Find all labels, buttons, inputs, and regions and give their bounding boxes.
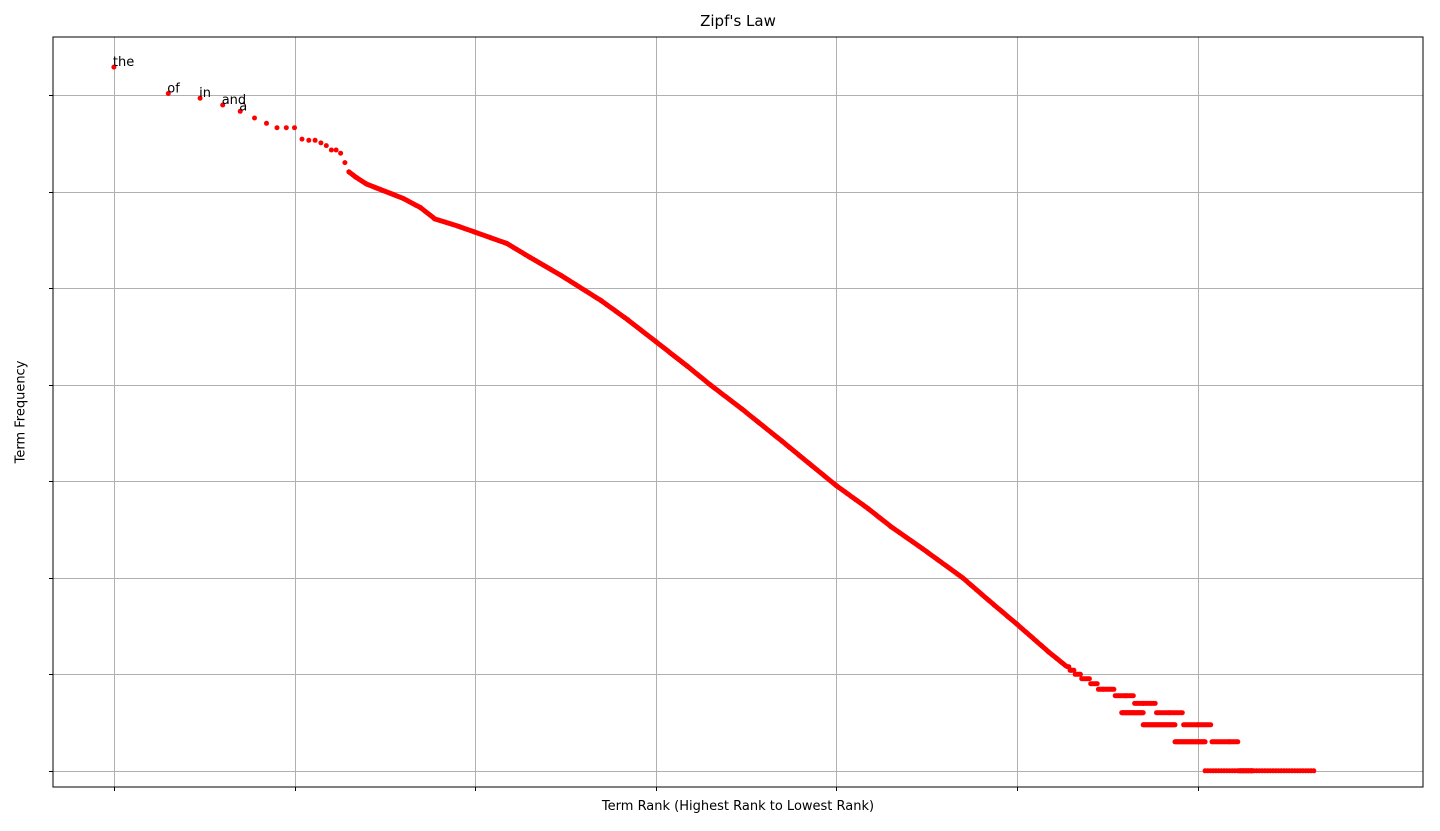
data-point (328, 147, 334, 153)
axis-ticks (49, 95, 1199, 791)
point-label-a: a (239, 99, 247, 114)
data-point (333, 147, 339, 153)
data-point (283, 125, 289, 131)
data-point (197, 95, 203, 101)
data-point (299, 136, 305, 142)
data-point (292, 125, 297, 131)
data-point (111, 64, 117, 70)
data-point (1311, 768, 1317, 774)
data-point (1077, 671, 1083, 677)
data-point (342, 160, 348, 166)
data-point (1086, 676, 1092, 682)
data-point (1152, 700, 1158, 706)
data-point (1172, 722, 1178, 728)
data-point (318, 140, 324, 146)
data-point (1111, 686, 1117, 692)
data-points (111, 64, 1317, 774)
data-point (312, 137, 318, 143)
chart-title: Zipf's Law (700, 12, 776, 30)
data-point (1179, 710, 1185, 716)
data-point (1071, 667, 1077, 673)
data-point (1202, 739, 1208, 745)
data-point (323, 143, 329, 149)
point-label-the: the (113, 55, 134, 70)
data-point (1094, 681, 1100, 687)
data-point (1130, 693, 1136, 699)
data-point (252, 115, 257, 121)
point-label-in: in (199, 86, 211, 101)
data-point (1140, 710, 1146, 716)
data-point (220, 102, 226, 108)
data-point (306, 137, 312, 143)
data-point (338, 150, 344, 156)
plot-frame (52, 36, 1424, 788)
data-point (264, 120, 269, 126)
x-axis-label: Term Rank (Highest Rank to Lowest Rank) (601, 799, 875, 814)
data-point (237, 108, 243, 114)
data-point (1208, 722, 1214, 728)
grid-lines (53, 37, 1423, 787)
data-point (1235, 739, 1241, 745)
data-point (274, 125, 280, 131)
point-label-and: and (222, 93, 246, 108)
point-label-of: of (167, 82, 180, 97)
data-point (165, 91, 171, 96)
